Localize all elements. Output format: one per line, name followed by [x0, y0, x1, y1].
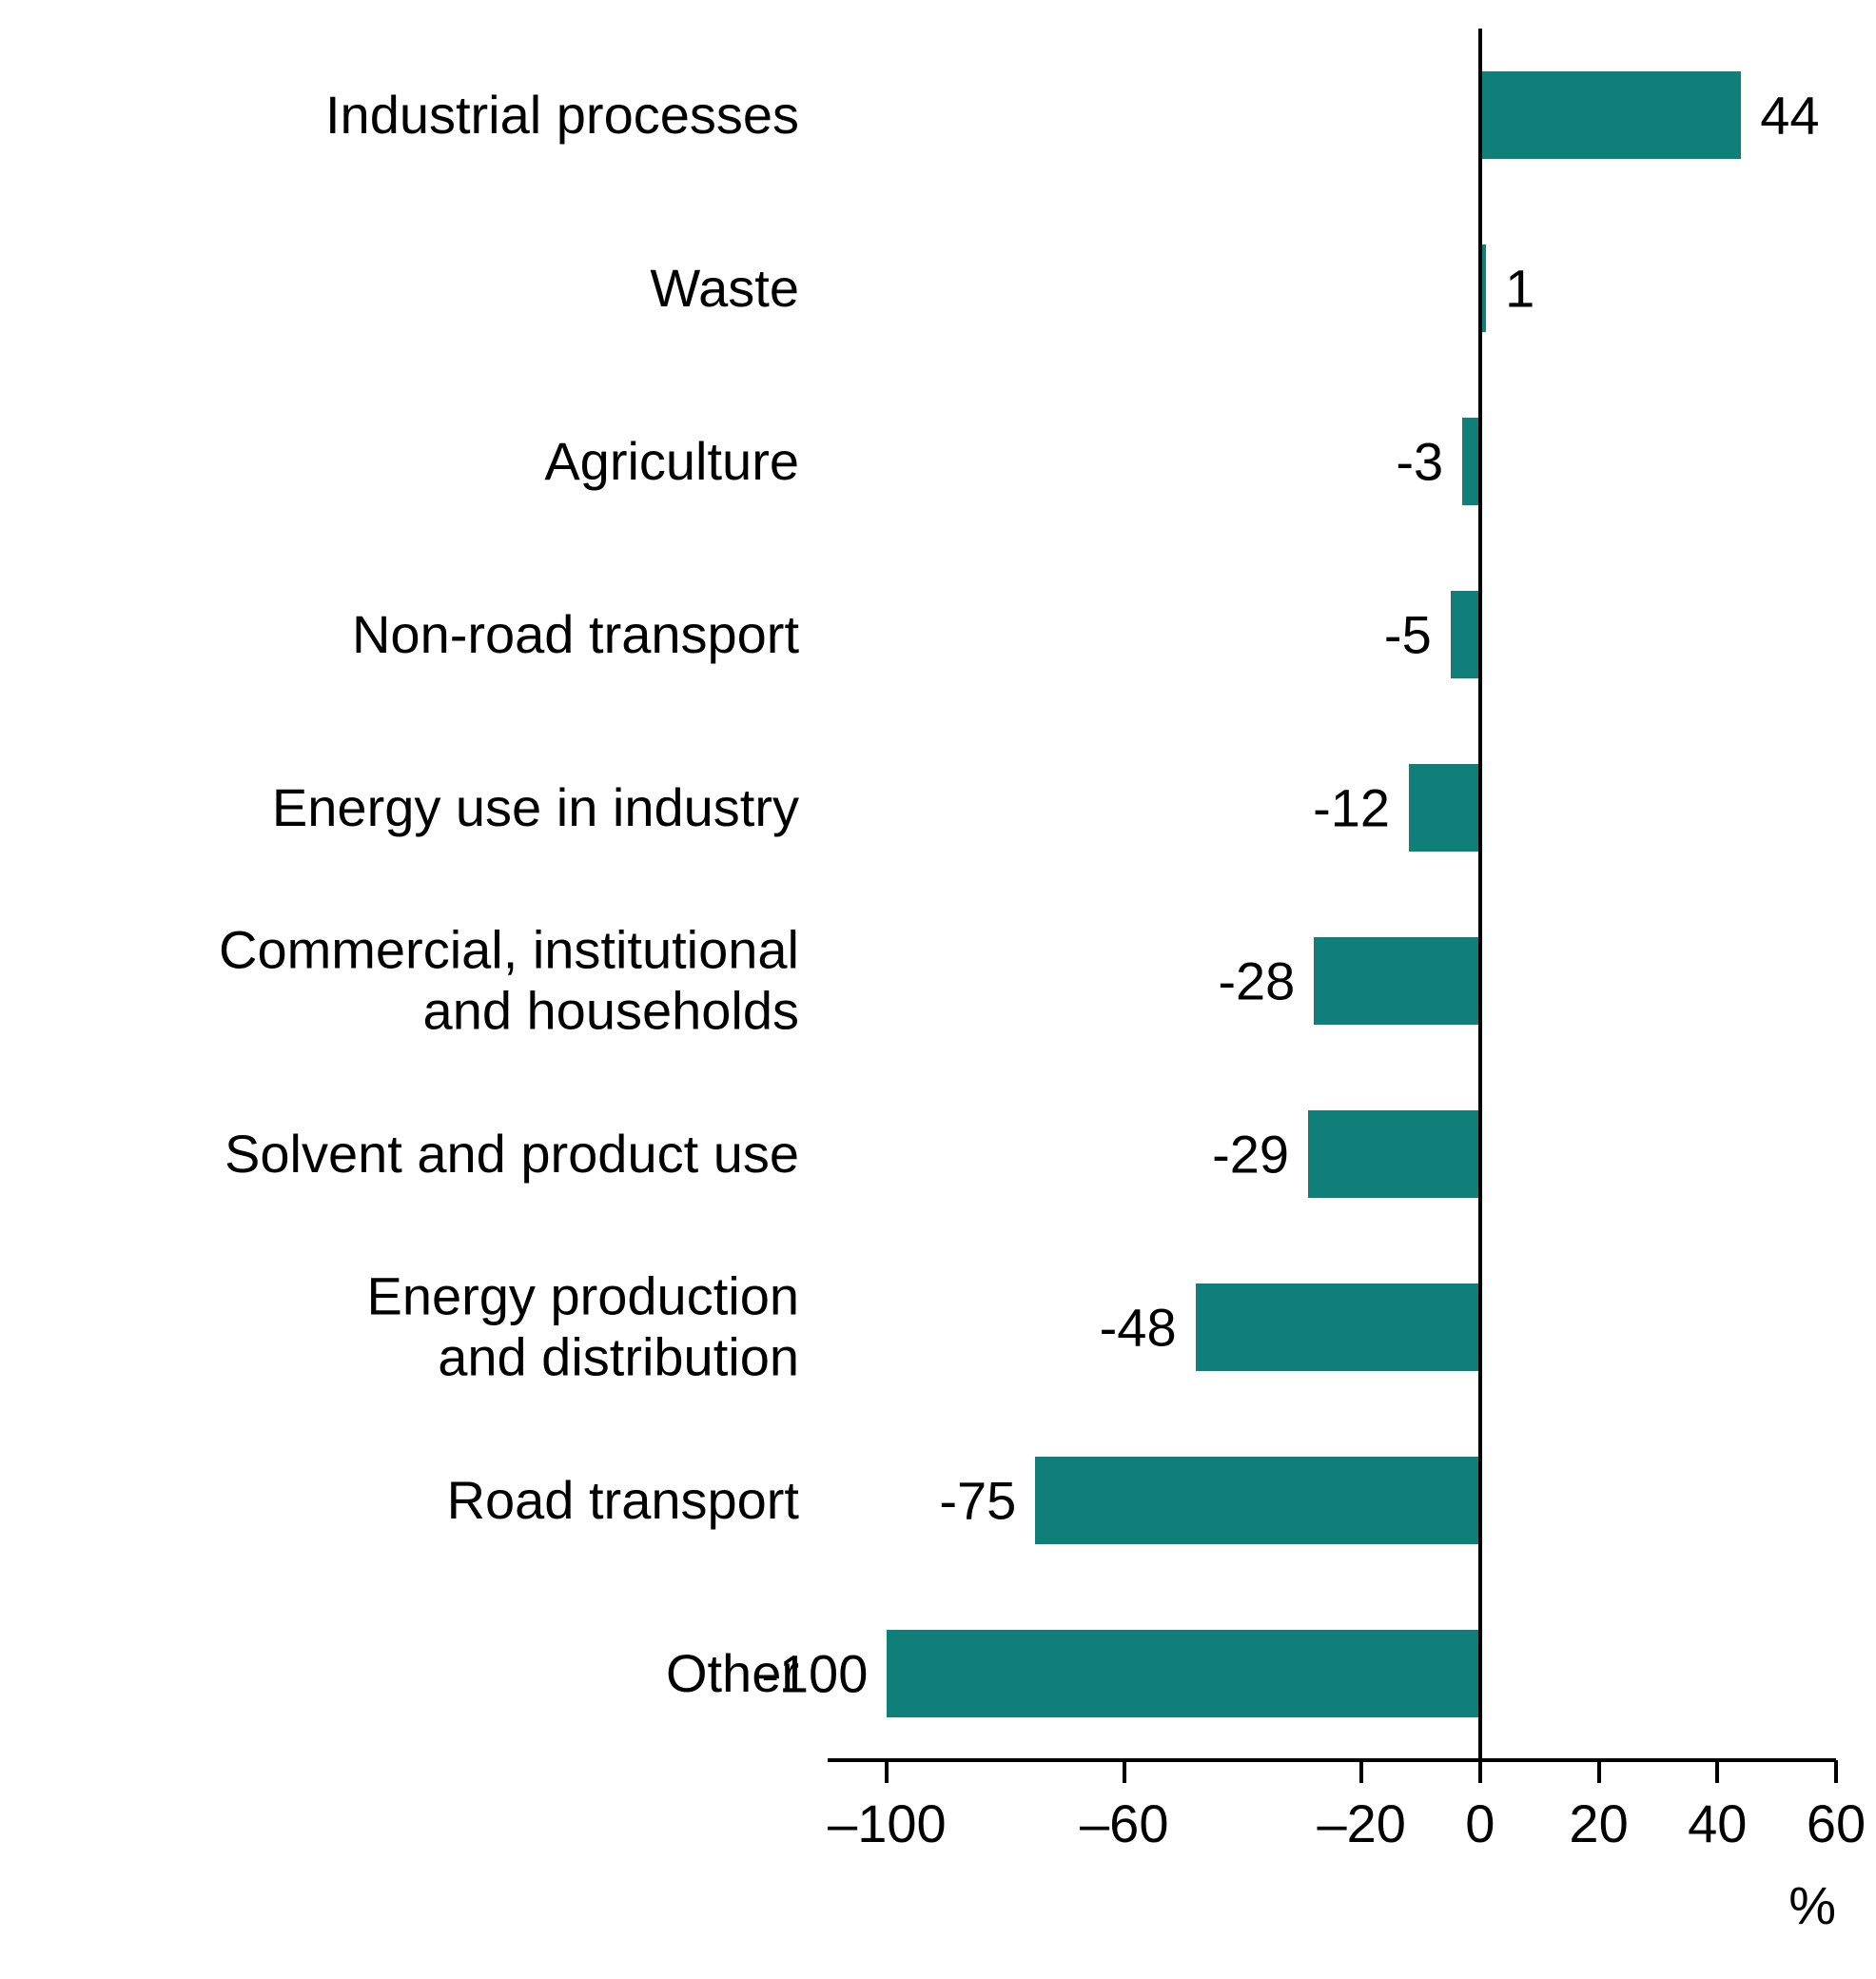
x-tick-label: 40 [1688, 1793, 1747, 1854]
category-label: Agriculture [544, 431, 799, 492]
x-tick [1123, 1760, 1126, 1783]
value-label: -29 [1212, 1124, 1289, 1185]
x-tick [1597, 1760, 1601, 1783]
value-label: -5 [1384, 604, 1432, 666]
x-tick [1834, 1760, 1838, 1783]
bar [887, 1630, 1478, 1717]
bar [1308, 1110, 1478, 1198]
x-tick-label: –100 [828, 1793, 947, 1854]
category-label: Energy production and distribution [366, 1266, 799, 1389]
category-label: Energy use in industry [272, 777, 799, 838]
value-label: 44 [1760, 85, 1819, 147]
x-tick-label: –20 [1317, 1793, 1405, 1854]
x-tick [1478, 1760, 1482, 1783]
bar [1196, 1283, 1478, 1371]
x-axis-line [828, 1758, 1836, 1762]
value-label: -3 [1396, 431, 1443, 493]
category-label: Industrial processes [325, 85, 799, 146]
x-tick-label: 0 [1465, 1793, 1495, 1854]
x-tick [1359, 1760, 1363, 1783]
bar [1482, 245, 1486, 332]
bar [1035, 1457, 1478, 1544]
category-label: Commercial, institutional and households [219, 920, 799, 1043]
value-label: -12 [1313, 777, 1390, 839]
bar [1314, 937, 1478, 1025]
bar-chart: –100 –60 –20 0 20 40 60% Industrial processes 44… [0, 0, 1876, 1979]
value-label: -75 [939, 1470, 1016, 1532]
bar [1482, 71, 1741, 159]
value-label: -48 [1100, 1297, 1177, 1359]
x-axis-title: % [1788, 1874, 1836, 1936]
category-label: Road transport [447, 1470, 799, 1531]
x-tick-label: 20 [1569, 1793, 1628, 1854]
value-label: 1 [1505, 258, 1534, 320]
category-label: Non-road transport [352, 604, 799, 665]
bar [1462, 418, 1478, 505]
value-label: -28 [1218, 950, 1295, 1012]
x-tick-label: –60 [1080, 1793, 1168, 1854]
x-tick [1715, 1760, 1719, 1783]
category-label: Waste [650, 258, 799, 319]
category-label: Solvent and product use [225, 1124, 799, 1185]
x-tick [885, 1760, 889, 1783]
bar [1409, 764, 1478, 852]
x-tick-label: 60 [1807, 1793, 1866, 1854]
value-label: -100 [761, 1643, 868, 1705]
bar [1451, 591, 1478, 678]
